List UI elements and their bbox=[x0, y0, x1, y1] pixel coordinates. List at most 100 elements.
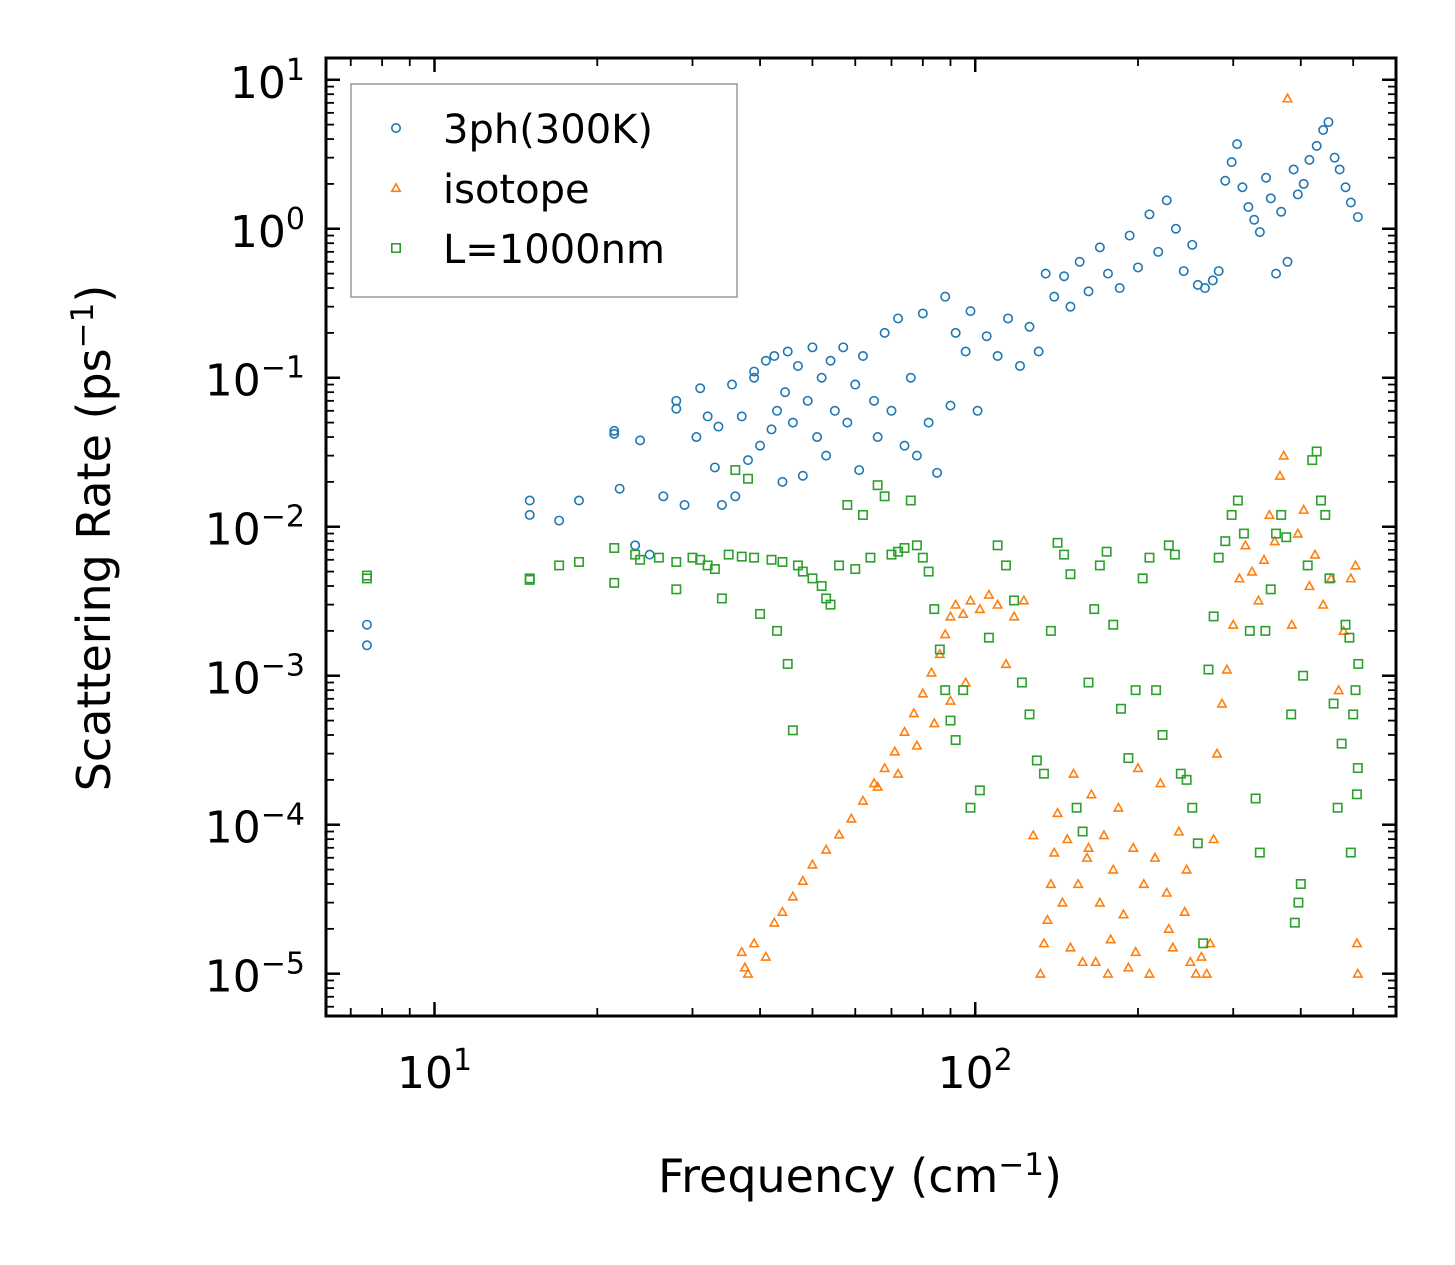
circle-point bbox=[917, 308, 928, 319]
triangle-point bbox=[1154, 777, 1166, 788]
circle-point bbox=[1024, 321, 1035, 332]
square-point bbox=[923, 566, 934, 577]
circle-point bbox=[821, 450, 832, 461]
square-point bbox=[1052, 537, 1063, 548]
triangle-point bbox=[1098, 829, 1110, 840]
square-point bbox=[1203, 664, 1214, 675]
data-points-layer bbox=[361, 92, 1364, 978]
square-point bbox=[1038, 768, 1049, 779]
triangle-point bbox=[1181, 863, 1193, 874]
square-point bbox=[723, 549, 734, 560]
square-point bbox=[361, 570, 372, 581]
square-point bbox=[1101, 546, 1112, 557]
circle-point bbox=[755, 440, 766, 451]
circle-point bbox=[614, 483, 625, 494]
x-tick-label: 102 bbox=[938, 1043, 1013, 1099]
triangle-point bbox=[983, 588, 995, 599]
square-point bbox=[1187, 802, 1198, 813]
plot-frame bbox=[324, 56, 1398, 1018]
y-axis-label: Scattering Rate (ps−1) bbox=[65, 285, 121, 792]
circle-point bbox=[899, 440, 910, 451]
square-point bbox=[905, 495, 916, 506]
circle-point bbox=[992, 350, 1003, 361]
circle-point bbox=[1237, 182, 1248, 193]
circle-point bbox=[940, 291, 951, 302]
circle-point bbox=[743, 455, 754, 466]
circle-point bbox=[361, 619, 372, 630]
circle-point bbox=[749, 366, 760, 377]
triangle-point bbox=[1102, 967, 1114, 978]
x-axis-label: Frequency (cm−1) bbox=[658, 1147, 1062, 1203]
square-point bbox=[524, 574, 535, 585]
triangle-point bbox=[939, 628, 951, 639]
circle-point bbox=[1292, 189, 1303, 200]
triangle-point bbox=[1352, 967, 1364, 978]
triangle-point bbox=[742, 967, 754, 978]
triangle-point bbox=[1072, 878, 1084, 889]
square-point bbox=[1344, 632, 1355, 643]
circle-point bbox=[812, 432, 823, 443]
circle-point bbox=[782, 346, 793, 357]
triangle-point bbox=[1303, 580, 1315, 591]
circle-point bbox=[1049, 291, 1060, 302]
square-point bbox=[609, 577, 620, 588]
triangle-point bbox=[1027, 829, 1039, 840]
triangle-point bbox=[768, 916, 780, 927]
square-point bbox=[787, 725, 798, 736]
square-point bbox=[1065, 569, 1076, 580]
square-point bbox=[872, 480, 883, 491]
circle-point bbox=[797, 470, 808, 481]
circle-point bbox=[923, 417, 934, 428]
circle-point bbox=[1271, 268, 1282, 279]
triangle-point bbox=[872, 780, 884, 791]
triangle-point bbox=[1292, 527, 1304, 538]
triangle-point bbox=[1038, 937, 1050, 948]
series-0 bbox=[361, 117, 1363, 651]
circle-point bbox=[1003, 313, 1014, 324]
triangle-point bbox=[1127, 841, 1139, 852]
square-point bbox=[974, 785, 985, 796]
square-point bbox=[1144, 552, 1155, 563]
triangle-point bbox=[1208, 833, 1220, 844]
square-point bbox=[671, 556, 682, 567]
circle-point bbox=[1254, 227, 1265, 238]
triangle-point bbox=[1132, 762, 1144, 773]
square-point bbox=[1001, 560, 1012, 571]
triangle-point bbox=[1252, 594, 1264, 605]
circle-point bbox=[950, 327, 961, 338]
square-point bbox=[1254, 847, 1265, 858]
square-point bbox=[1169, 549, 1180, 560]
circle-point bbox=[716, 499, 727, 510]
circle-point bbox=[1261, 172, 1272, 183]
circle-point bbox=[869, 395, 880, 406]
square-point bbox=[1016, 677, 1027, 688]
circle-point bbox=[1178, 266, 1189, 277]
tick-labels: 101 102 101 100 10−1 10−2 10−3 10−4 10−5 bbox=[205, 53, 1013, 1099]
series-2 bbox=[361, 446, 1364, 949]
circle-point bbox=[1249, 214, 1260, 225]
circle-point bbox=[1083, 286, 1094, 297]
circle-point bbox=[1311, 140, 1322, 151]
legend-circle-marker bbox=[390, 123, 401, 134]
square-point bbox=[950, 735, 961, 746]
circle-point bbox=[905, 372, 916, 383]
square-point bbox=[1213, 552, 1224, 563]
circle-point bbox=[1074, 256, 1085, 267]
triangle-point bbox=[797, 874, 809, 885]
square-point bbox=[807, 573, 818, 584]
triangle-point bbox=[925, 666, 938, 677]
circle-point bbox=[1265, 193, 1276, 204]
triangle-point bbox=[1179, 906, 1191, 917]
circle-point bbox=[1276, 206, 1287, 217]
triangle-point bbox=[1216, 697, 1228, 708]
triangle-point bbox=[1008, 610, 1020, 621]
circle-point bbox=[1033, 346, 1044, 357]
circle-point bbox=[1059, 271, 1070, 282]
triangle-point bbox=[1090, 956, 1102, 967]
square-point bbox=[1320, 509, 1331, 520]
square-point bbox=[1108, 619, 1119, 630]
triangle-point bbox=[1258, 553, 1270, 564]
square-point bbox=[743, 473, 754, 484]
triangle-point bbox=[964, 594, 977, 605]
circle-point bbox=[1114, 283, 1125, 294]
